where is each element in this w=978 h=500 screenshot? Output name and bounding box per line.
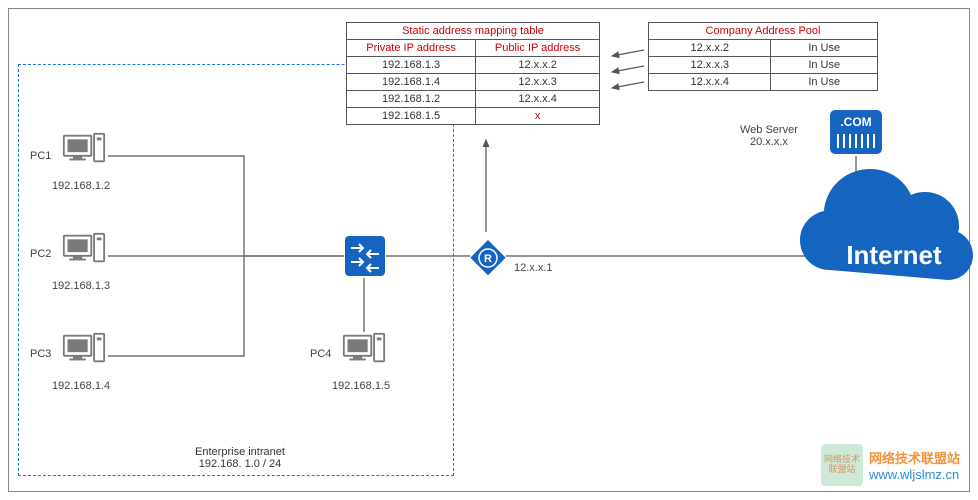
table-row: 12.x.x.3In Use: [649, 57, 878, 74]
intranet-caption: Enterprise intranet 192.168. 1.0 / 24: [160, 446, 320, 470]
pc2-icon: [62, 232, 106, 276]
pc3-icon: [62, 332, 106, 376]
dotcom-icon: .COM: [828, 108, 884, 156]
pc1-ip: 192.168.1.2: [52, 180, 110, 192]
web-server-line1: Web Server: [740, 124, 798, 136]
pc1-name: PC1: [30, 150, 51, 162]
pc4-ip: 192.168.1.5: [332, 380, 390, 392]
watermark-url: www.wljslmz.cn: [869, 467, 960, 482]
watermark-logo: 网络技术联盟站: [821, 444, 863, 486]
pc3-name: PC3: [30, 348, 51, 360]
switch-icon: [345, 236, 385, 276]
table-row: 12.x.x.2In Use: [649, 40, 878, 57]
pc3-ip: 192.168.1.4: [52, 380, 110, 392]
intranet-caption-line1: Enterprise intranet: [195, 446, 285, 458]
mapping-hdr-public: Public IP address: [476, 40, 600, 57]
table-row: 12.x.x.4In Use: [649, 74, 878, 91]
pool-table: Company Address Pool 12.x.x.2In Use 12.x…: [648, 22, 878, 91]
svg-text:.COM: .COM: [840, 115, 871, 129]
table-row: 192.168.1.5x: [347, 108, 600, 125]
table-row: 192.168.1.412.x.x.3: [347, 74, 600, 91]
intranet-caption-line2: 192.168. 1.0 / 24: [199, 458, 282, 470]
pool-table-title: Company Address Pool: [649, 23, 878, 40]
svg-text:R: R: [484, 253, 492, 265]
web-server-line2: 20.x.x.x: [750, 136, 788, 148]
watermark: 网络技术联盟站 网络技术联盟站 www.wljslmz.cn: [821, 444, 960, 486]
router-label: 12.x.x.1: [514, 262, 553, 274]
mapping-table-title: Static address mapping table: [347, 23, 600, 40]
router-icon: R: [470, 240, 506, 276]
mapping-hdr-private: Private IP address: [347, 40, 476, 57]
pc4-name: PC4: [310, 348, 331, 360]
pc2-ip: 192.168.1.3: [52, 280, 110, 292]
watermark-title: 网络技术联盟站: [869, 448, 960, 467]
table-row: 192.168.1.312.x.x.2: [347, 57, 600, 74]
pc4-icon: [342, 332, 386, 376]
mapping-table: Static address mapping table Private IP …: [346, 22, 600, 125]
table-row: 192.168.1.212.x.x.4: [347, 91, 600, 108]
web-server-label: Web Server 20.x.x.x: [740, 124, 798, 148]
pc1-icon: [62, 132, 106, 176]
pc2-name: PC2: [30, 248, 51, 260]
